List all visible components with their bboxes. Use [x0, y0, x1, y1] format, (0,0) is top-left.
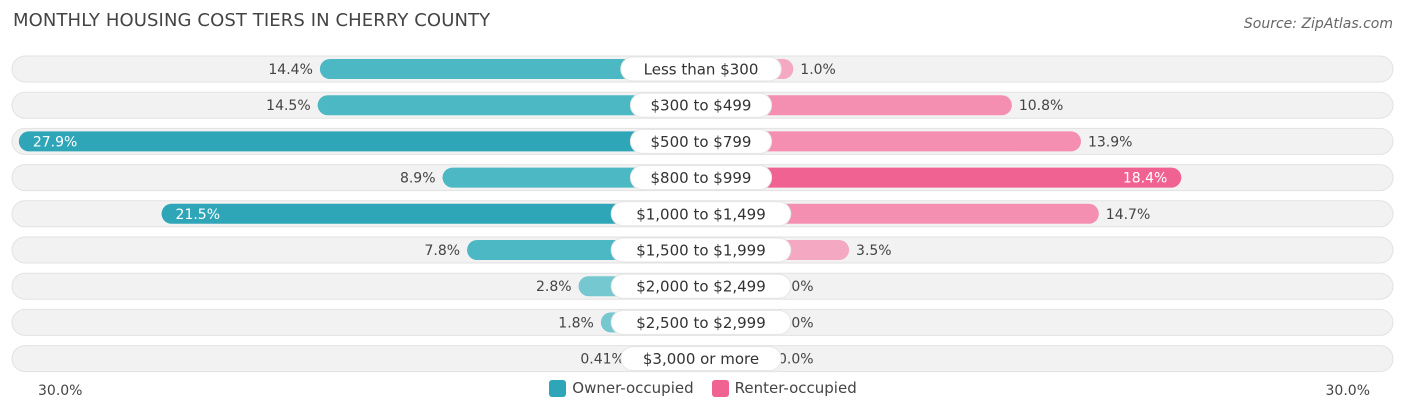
owner-value-label: 7.8%: [424, 243, 460, 259]
renter-value-label: 14.7%: [1106, 207, 1150, 223]
category-pill: [610, 201, 792, 227]
legend-label-renter: Renter-occupied: [734, 379, 857, 397]
category-pill: [620, 346, 782, 372]
renter-value-label: 0.0%: [778, 352, 814, 368]
renter-value-label: 3.5%: [856, 243, 892, 259]
legend-swatch-renter: [711, 379, 729, 397]
category-label: Less than $300: [644, 61, 759, 79]
renter-value-label: 10.8%: [1019, 98, 1063, 114]
category-pill: [620, 56, 782, 82]
owner-value-label: 2.8%: [536, 279, 572, 295]
owner-value-label: 21.5%: [176, 207, 220, 223]
owner-value-label: 1.8%: [558, 315, 594, 331]
diverging-bar-chart: 14.4% 1.0% Less than $300 14.5% 10.8% $300 to…: [11, 55, 1394, 373]
category-label: $500 to $799: [651, 133, 752, 151]
renter-value-label: 18.4%: [1123, 171, 1167, 187]
category-label: $2,000 to $2,499: [636, 278, 766, 296]
owner-bar: [161, 203, 702, 224]
category-pill: [610, 273, 792, 299]
owner-value-label: 27.9%: [33, 134, 77, 150]
owner-value-label: 8.9%: [400, 171, 436, 187]
renter-value-label: 1.0%: [800, 62, 836, 78]
renter-bar: [701, 131, 1081, 152]
owner-bar: [317, 95, 701, 116]
category-pill: [629, 128, 773, 154]
renter-bar: [701, 167, 1182, 188]
category-pill: [629, 92, 773, 118]
category-pill: [610, 237, 792, 263]
category-pill: [610, 309, 792, 335]
category-label: $800 to $999: [651, 169, 752, 187]
renter-bar: [701, 95, 1012, 116]
category-label: $3,000 or more: [643, 350, 759, 368]
legend-item-owner: Owner-occupied: [549, 379, 694, 397]
category-label: $1,000 to $1,499: [636, 205, 766, 223]
chart-title: MONTHLY HOUSING COST TIERS IN CHERRY COU…: [13, 10, 491, 31]
renter-bar: [701, 203, 1099, 224]
category-pill: [629, 165, 773, 191]
legend-label-owner: Owner-occupied: [572, 379, 694, 397]
axis-right-label: 30.0%: [1325, 383, 1370, 399]
source-label: Source: ZipAtlas.com: [1243, 16, 1393, 32]
axis-left-label: 30.0%: [38, 383, 83, 399]
owner-bar: [319, 59, 701, 79]
legend-item-renter: Renter-occupied: [711, 379, 857, 397]
owner-value-label: 14.5%: [266, 98, 310, 114]
owner-bar: [18, 131, 701, 152]
category-label: $2,500 to $2,999: [636, 314, 766, 332]
legend-swatch-owner: [549, 379, 567, 397]
category-label: $1,500 to $1,999: [636, 242, 766, 260]
legend: Owner-occupied Renter-occupied: [0, 379, 1406, 397]
renter-value-label: 13.9%: [1088, 134, 1132, 150]
owner-value-label: 0.41%: [580, 352, 624, 368]
owner-value-label: 14.4%: [268, 62, 312, 78]
category-label: $300 to $499: [651, 97, 752, 115]
